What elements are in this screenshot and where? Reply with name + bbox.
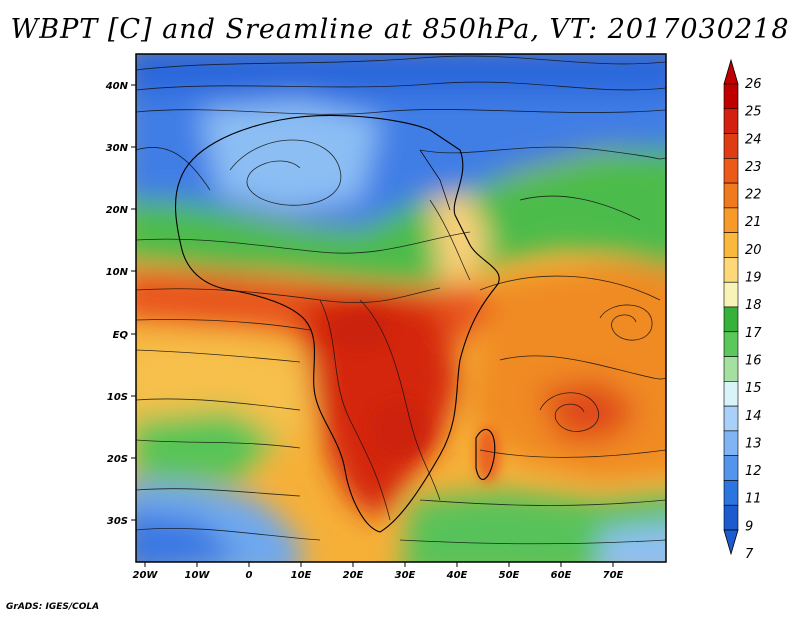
colorbar-swatch bbox=[723, 331, 739, 357]
lat-label: EQ bbox=[113, 330, 129, 341]
colorbar-label: 13 bbox=[745, 436, 762, 451]
colorbar-label: 14 bbox=[745, 409, 762, 424]
colorbar-swatch bbox=[723, 182, 739, 209]
colorbar-swatch bbox=[723, 381, 739, 407]
lat-axis: 40N 30N 20N 10N EQ 10S 20S 30S bbox=[105, 81, 136, 527]
lat-label: 40N bbox=[105, 81, 129, 92]
colorbar-swatch bbox=[723, 281, 739, 308]
streamlines bbox=[136, 55, 666, 545]
wbpt-shading bbox=[136, 54, 666, 562]
lat-label: 30S bbox=[107, 516, 128, 527]
lat-label: 10S bbox=[107, 392, 128, 403]
colorbar-label: 7 bbox=[745, 547, 754, 562]
lon-label: 60E bbox=[551, 570, 572, 581]
lat-label: 20S bbox=[107, 454, 128, 465]
lon-axis: 20W 10W 0 10E 20E 30E 40E 50E 60E 70E bbox=[133, 562, 624, 581]
colorbar-label: 24 bbox=[745, 132, 762, 147]
colorbar-swatch bbox=[723, 306, 739, 333]
lat-label: 20N bbox=[106, 205, 129, 216]
colorbar-swatch bbox=[723, 158, 739, 184]
colorbar-swatch bbox=[723, 455, 739, 481]
colorbar-label: 20 bbox=[745, 243, 762, 258]
colorbar-swatch bbox=[723, 207, 739, 233]
colorbar-label: 22 bbox=[745, 188, 762, 203]
lon-label: 0 bbox=[246, 570, 253, 581]
colorbar-label: 19 bbox=[745, 271, 762, 286]
colorbar-top-arrow bbox=[723, 58, 739, 85]
colorbar-label: 11 bbox=[745, 492, 762, 507]
colorbar-swatch bbox=[723, 504, 739, 531]
lat-label: 30N bbox=[106, 143, 129, 154]
colorbar-bottom-arrow bbox=[723, 529, 739, 556]
colorbar-label: 21 bbox=[745, 215, 762, 230]
colorbar-swatch bbox=[723, 430, 739, 456]
colorbar-label: 18 bbox=[745, 298, 762, 313]
colorbar-swatch bbox=[723, 133, 739, 159]
colorbar-label: 17 bbox=[745, 326, 762, 341]
credit-label: GrADS: IGES/COLA bbox=[6, 602, 100, 612]
colorbar-swatch bbox=[723, 480, 739, 506]
lon-label: 50E bbox=[499, 570, 520, 581]
colorbar-label: 16 bbox=[745, 353, 762, 368]
colorbar-label: 9 bbox=[745, 519, 753, 534]
colorbar-label: 23 bbox=[745, 160, 762, 175]
colorbar-swatch bbox=[723, 257, 739, 283]
colorbar-swatch bbox=[723, 405, 739, 432]
lon-label: 30E bbox=[395, 570, 416, 581]
colorbar-label: 12 bbox=[745, 464, 762, 479]
colorbar-label: 15 bbox=[745, 381, 762, 396]
map-title: WBPT [C] and Sreamline at 850hPa, VT: 20… bbox=[10, 14, 790, 45]
colorbar-swatch bbox=[723, 356, 739, 382]
lon-label: 20W bbox=[133, 570, 159, 581]
lon-label: 20E bbox=[343, 570, 364, 581]
plot-frame bbox=[135, 53, 667, 563]
lon-label: 10W bbox=[185, 570, 211, 581]
lat-label: 10N bbox=[106, 267, 129, 278]
lon-label: 70E bbox=[603, 570, 624, 581]
colorbar-swatch bbox=[723, 108, 739, 134]
colorbar-label: 26 bbox=[745, 77, 762, 92]
colorbar-swatch bbox=[723, 232, 739, 258]
colorbar-swatch bbox=[723, 83, 739, 110]
colorbar-label: 25 bbox=[745, 105, 762, 120]
colorbar: 26 25 24 23 22 21 20 19 18 17 16 15 14 13 12 11 9 7 bbox=[723, 58, 762, 562]
lon-label: 40E bbox=[446, 570, 468, 581]
coastlines bbox=[175, 114, 500, 533]
lon-label: 10E bbox=[291, 570, 312, 581]
